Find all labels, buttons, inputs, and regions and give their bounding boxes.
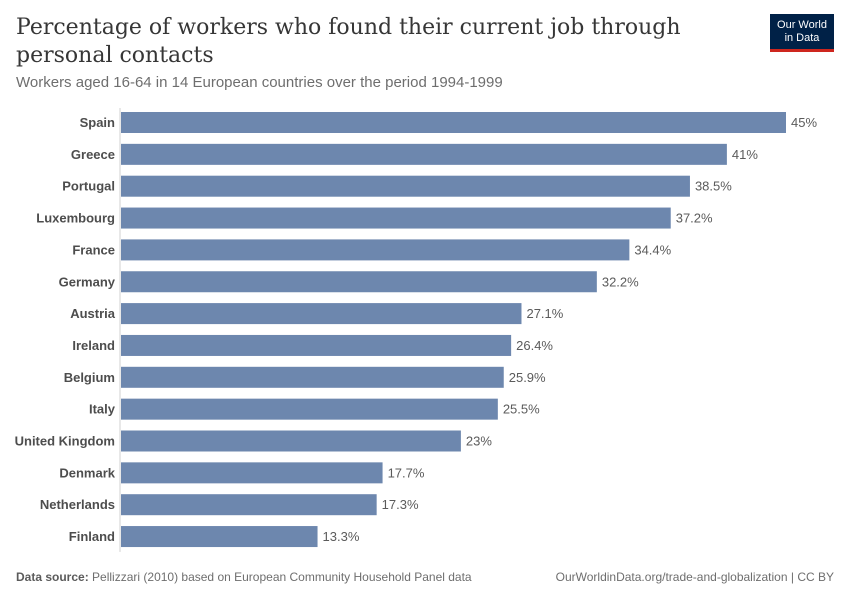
bar[interactable] <box>121 239 630 261</box>
value-label: 32.2% <box>602 274 639 289</box>
value-label: 38.5% <box>695 179 732 194</box>
value-label: 26.4% <box>516 338 553 353</box>
bar[interactable] <box>121 526 318 548</box>
bar[interactable] <box>121 430 461 452</box>
value-label: 23% <box>466 434 492 449</box>
logo-line-2: in Data <box>784 32 820 44</box>
category-label: Netherlands <box>40 497 115 512</box>
category-label: United Kingdom <box>15 434 115 449</box>
bar[interactable] <box>121 334 512 356</box>
bar[interactable] <box>121 143 727 165</box>
data-source: Data source: Pellizzari (2010) based on … <box>16 570 472 584</box>
category-label: Finland <box>69 529 115 544</box>
category-label: Austria <box>70 306 116 321</box>
bar[interactable] <box>121 112 786 133</box>
logo-line-1: Our World <box>777 19 827 31</box>
value-label: 25.5% <box>503 402 540 417</box>
category-label: Germany <box>59 274 116 289</box>
owid-logo[interactable]: Our World in Data <box>770 14 834 52</box>
value-label: 13.3% <box>323 529 360 544</box>
value-label: 17.7% <box>388 465 425 480</box>
bar[interactable] <box>121 398 498 420</box>
value-label: 45% <box>791 115 817 130</box>
category-label: Luxembourg <box>36 211 115 226</box>
value-label: 41% <box>732 147 758 162</box>
bar[interactable] <box>121 366 504 388</box>
category-label: Spain <box>80 115 115 130</box>
value-label: 25.9% <box>509 370 546 385</box>
data-source-text: Pellizzari (2010) based on European Comm… <box>92 570 472 584</box>
bar[interactable] <box>121 175 690 197</box>
category-label: France <box>72 242 115 257</box>
footer-link[interactable]: OurWorldinData.org/trade-and-globalizati… <box>555 570 834 584</box>
category-label: Italy <box>89 402 116 417</box>
value-label: 34.4% <box>634 242 671 257</box>
chart-subtitle: Workers aged 16-64 in 14 European countr… <box>16 74 503 91</box>
category-label: Belgium <box>64 370 115 385</box>
value-label: 37.2% <box>676 211 713 226</box>
bar[interactable] <box>121 271 597 293</box>
category-label: Greece <box>71 147 115 162</box>
category-label: Portugal <box>62 179 115 194</box>
bar[interactable] <box>121 303 522 325</box>
bar[interactable] <box>121 462 383 484</box>
category-label: Ireland <box>72 338 115 353</box>
value-label: 17.3% <box>382 497 419 512</box>
category-label: Denmark <box>59 465 115 480</box>
data-source-label: Data source: <box>16 570 89 584</box>
chart-title: Percentage of workers who found their cu… <box>16 15 681 68</box>
bar[interactable] <box>121 207 671 229</box>
bar-chart: Spain 45% Greece 41% Portugal 38.5% Luxembourg… <box>15 108 817 552</box>
value-label: 27.1% <box>526 306 563 321</box>
bar[interactable] <box>121 494 377 516</box>
